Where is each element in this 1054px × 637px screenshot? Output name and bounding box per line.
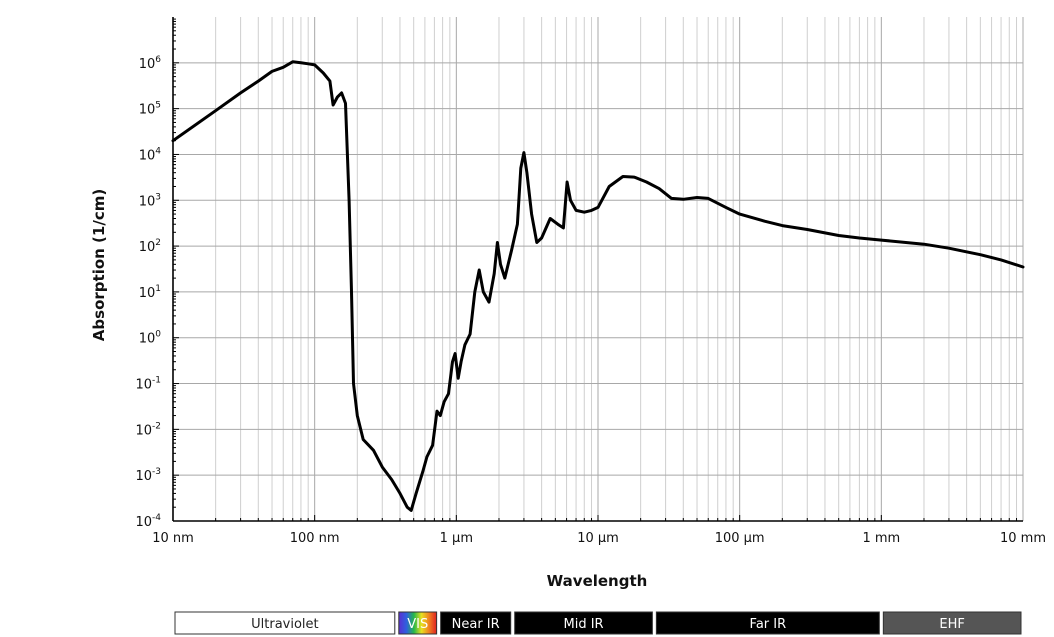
band-far-ir-rect — [655, 611, 880, 635]
spectrum-band-bar: Ultraviolet VIS Near IR Mid IR Far IR EHF — [174, 611, 1022, 635]
x-tick-labels: 10 nm 100 nm 1 μm 10 μm 100 μm 1 mm 10 mm — [152, 531, 1046, 546]
band-ehf-label: EHF — [939, 617, 964, 632]
y-axis-title: Absorption (1/cm) — [90, 189, 108, 341]
band-far-ir-label: Far IR — [750, 617, 787, 632]
axes — [172, 17, 1023, 522]
band-near-ir-rect — [440, 611, 512, 635]
y-tick-label: 10-1 — [135, 376, 161, 393]
y-tick-label: 100 — [139, 330, 162, 347]
band-ultraviolet-label: Ultraviolet — [251, 617, 319, 632]
y-tick-label: 105 — [139, 101, 161, 118]
band-mid-ir-rect — [514, 611, 653, 635]
absorption-curve — [171, 60, 1025, 512]
y-tick-label: 103 — [139, 192, 161, 209]
x-tick-label: 10 mm — [1000, 531, 1046, 546]
series-group — [171, 60, 1025, 512]
x-tick-label: 1 μm — [440, 531, 473, 546]
x-tick-label: 1 mm — [862, 531, 900, 546]
x-tick-label: 10 μm — [577, 531, 619, 546]
y-tick-labels: 10-4 10-3 10-2 10-1 100 101 102 103 104 105 106 — [135, 55, 161, 530]
y-tick-label: 101 — [139, 284, 161, 301]
x-tick-label: 100 nm — [290, 531, 340, 546]
grid-lines — [172, 17, 1024, 522]
y-tick-label: 10-3 — [135, 467, 161, 484]
y-tick-label: 104 — [139, 146, 162, 163]
band-mid-ir-label: Mid IR — [563, 617, 603, 632]
band-ehf-rect — [882, 611, 1022, 635]
x-tick-label: 100 μm — [715, 531, 765, 546]
y-tick-label: 102 — [139, 238, 161, 255]
band-vis-label: VIS — [407, 617, 428, 632]
x-axis-title: Wavelength — [547, 572, 648, 590]
y-tick-label: 106 — [139, 55, 162, 72]
y-tick-label: 10-2 — [135, 421, 161, 438]
band-ultraviolet-rect — [174, 611, 396, 635]
band-near-ir-label: Near IR — [452, 617, 500, 632]
x-tick-label: 10 nm — [152, 531, 194, 546]
band-vis-rect — [398, 611, 438, 635]
y-tick-label: 10-4 — [135, 513, 161, 530]
